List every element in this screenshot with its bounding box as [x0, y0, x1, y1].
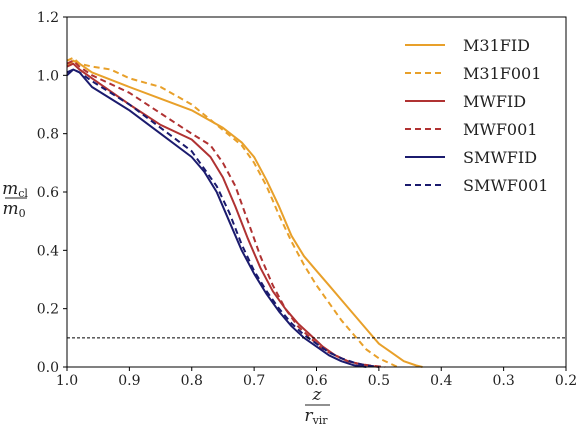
- y-ticks: 0.0 0.2 0.4 0.6 0.8 1.0 1.2: [37, 10, 67, 376]
- y-tick-label: 0.2: [37, 302, 59, 318]
- y-tick-label: 1.0: [37, 68, 59, 84]
- series-line-m31f001: [66, 56, 399, 368]
- x-tick-label: 0.4: [430, 373, 452, 389]
- y-tick-label: 1.2: [37, 10, 59, 26]
- x-ticks: 1.0 0.9 0.8 0.7 0.6 0.5 0.4 0.3 0.2: [56, 367, 577, 389]
- x-label-den-main: r: [304, 406, 313, 426]
- y-label-denominator: m0: [2, 199, 25, 220]
- x-tick-label: 0.5: [368, 373, 390, 389]
- y-label-den-main: m: [2, 199, 18, 219]
- x-tick-label: 1.0: [56, 373, 78, 389]
- x-tick-label: 0.6: [305, 373, 327, 389]
- y-tick-label: 0.6: [37, 185, 59, 201]
- legend-label-mwf001: MWF001: [463, 120, 537, 139]
- legend-label-smwf001: SMWF001: [463, 176, 548, 195]
- x-tick-label: 0.7: [243, 373, 265, 389]
- series-layer: [66, 56, 423, 368]
- y-tick-label: 0.8: [37, 127, 59, 143]
- x-axis-label: z rvir: [304, 385, 330, 427]
- x-label-den-sub: vir: [312, 414, 329, 427]
- legend-label-m31f001: M31F001: [463, 64, 541, 83]
- y-label-numerator: mcl: [2, 179, 28, 200]
- x-label-denominator: rvir: [304, 406, 328, 427]
- y-tick-label: 0.0: [37, 360, 59, 376]
- legend-label-m31fid: M31FID: [463, 36, 530, 55]
- x-tick-label: 0.9: [118, 373, 140, 389]
- x-tick-label: 0.2: [555, 373, 577, 389]
- legend-label-smwfid: SMWFID: [463, 148, 537, 167]
- series-line-smwf001: [66, 68, 380, 368]
- y-label-num-sub: cl: [18, 187, 28, 200]
- x-label-numerator: z: [312, 385, 323, 405]
- series-line-mwfid: [66, 62, 380, 368]
- y-axis-label: mcl m0: [2, 179, 28, 220]
- series-line-m31fid: [66, 59, 423, 368]
- series-line-smwfid: [66, 68, 367, 368]
- x-tick-label: 0.8: [181, 373, 203, 389]
- legend-label-mwfid: MWFID: [463, 92, 526, 111]
- x-tick-label: 0.3: [492, 373, 514, 389]
- y-label-num-main: m: [2, 179, 18, 199]
- legend: M31FID M31F001 MWFID MWF001 SMWFID SMWF001: [405, 36, 548, 195]
- y-label-den-sub: 0: [19, 207, 26, 220]
- y-tick-label: 0.4: [37, 243, 59, 259]
